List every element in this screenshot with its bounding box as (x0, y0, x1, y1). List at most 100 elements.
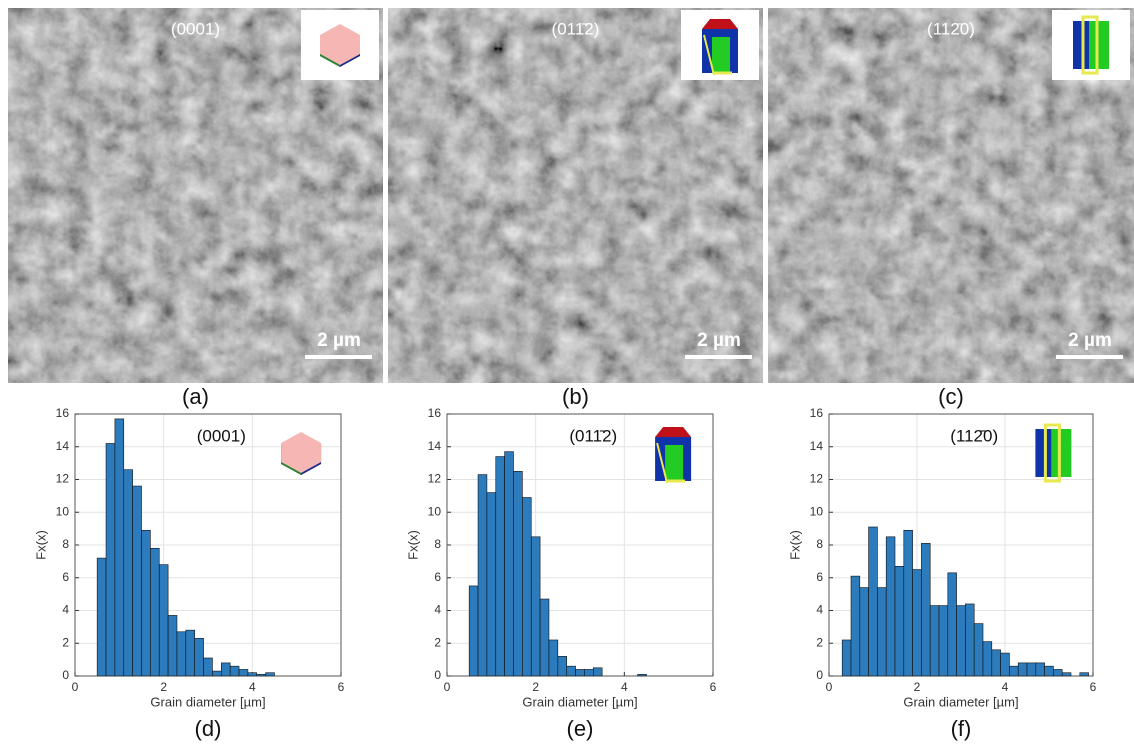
panel-label: (d) (195, 716, 222, 741)
y-tick-label: 2 (816, 635, 823, 649)
histogram-chart: 0 2 4 6 8 10 12 14 16 0 2 4 6 (112̄0) Grain diameter [… (787, 406, 1096, 741)
y-tick-label: 12 (428, 472, 442, 486)
x-tick-label: 4 (249, 680, 256, 694)
bar (203, 657, 213, 677)
bar (929, 605, 940, 677)
bar (96, 557, 107, 677)
bar (123, 469, 133, 677)
bar (1044, 665, 1054, 677)
bar (185, 629, 195, 677)
bar (841, 639, 852, 677)
histogram-chart: 0 2 4 6 8 10 12 14 16 0 2 4 6 (011̄2) Grain diameter [… (405, 406, 716, 741)
bar (1017, 662, 1028, 677)
scale-bar-label: 2 µm (1068, 330, 1112, 351)
bar (167, 615, 178, 677)
bar (903, 529, 913, 677)
bar (885, 536, 896, 677)
image-label: (0001) (171, 19, 220, 38)
x-tick-label: 0 (72, 680, 79, 694)
bar (1000, 652, 1010, 677)
crystal-icon (1071, 15, 1111, 75)
bar (486, 492, 497, 677)
x-axis-label: Grain diameter [µm] (903, 694, 1018, 709)
bar (584, 669, 594, 677)
y-tick-label: 6 (62, 570, 69, 584)
bar (114, 418, 125, 677)
crystal-icon (653, 425, 693, 485)
y-tick-label: 12 (56, 472, 70, 486)
bar (877, 587, 887, 677)
y-tick-label: 14 (428, 439, 442, 453)
x-tick-label: 4 (621, 680, 628, 694)
y-tick-label: 6 (434, 570, 441, 584)
axes-frame (828, 413, 1094, 677)
y-tick-label: 16 (56, 406, 70, 420)
panel-label: (b) (562, 384, 589, 409)
bar (495, 456, 505, 677)
bar (212, 670, 222, 677)
bar (991, 649, 1001, 677)
bar (868, 526, 878, 677)
y-tick-label: 16 (810, 406, 824, 420)
scale-bar-label: 2 µm (317, 330, 361, 351)
axes-frame (446, 413, 714, 677)
annotation: (0001) (197, 426, 246, 445)
panel-label: (a) (182, 384, 209, 409)
bar (938, 605, 949, 677)
y-tick-label: 4 (434, 603, 441, 617)
crystal-icon (1033, 423, 1073, 483)
x-tick-label: 6 (710, 680, 717, 694)
bar (1009, 665, 1019, 677)
y-tick-label: 0 (816, 668, 823, 682)
bar (513, 471, 523, 677)
x-tick-label: 2 (914, 680, 921, 694)
y-tick-label: 8 (62, 537, 69, 551)
bar (247, 672, 258, 677)
y-tick-label: 4 (816, 603, 823, 617)
y-tick-label: 14 (810, 439, 824, 453)
y-tick-label: 2 (62, 635, 69, 649)
y-tick-label: 2 (434, 635, 441, 649)
y-axis-label: Fx(x) (787, 530, 802, 560)
y-tick-label: 8 (434, 537, 441, 551)
scale-bar-label: 2 µm (697, 330, 741, 351)
y-tick-label: 14 (56, 439, 70, 453)
bar (522, 497, 532, 677)
bar (539, 598, 550, 677)
bar (141, 529, 151, 677)
x-tick-label: 0 (826, 680, 833, 694)
histograms: 0 2 4 6 8 10 12 14 16 0 2 4 6 (0001) Grain diameter [µ… (33, 406, 1096, 741)
annotation: (011̄2) (569, 426, 617, 445)
y-tick-label: 10 (56, 504, 70, 518)
bar (1026, 662, 1037, 677)
axes-frame (74, 413, 342, 677)
x-tick-label: 6 (1090, 680, 1097, 694)
bar (194, 638, 204, 677)
bar (947, 572, 957, 677)
bar (1061, 672, 1072, 677)
bar (176, 631, 187, 677)
bar (956, 605, 966, 677)
image-label: (011̄2) (552, 19, 600, 38)
x-tick-label: 0 (444, 680, 451, 694)
bar (965, 603, 975, 677)
bar (1079, 672, 1089, 677)
annotation: (112̄0) (950, 426, 998, 445)
bar (859, 587, 869, 677)
bar (557, 656, 567, 677)
bar (504, 451, 514, 677)
histogram-chart: 0 2 4 6 8 10 12 14 16 0 2 4 6 (0001) Grain diameter [µ… (33, 406, 344, 741)
bar (158, 564, 169, 677)
y-tick-label: 10 (810, 504, 824, 518)
bar (150, 547, 160, 677)
bar (566, 665, 576, 677)
bar (575, 669, 585, 677)
crystal-icon (700, 17, 740, 77)
bar (221, 662, 231, 677)
x-axis-label: Grain diameter [µm] (150, 694, 265, 709)
bar (850, 575, 861, 677)
sem-panels: (0001) 2 µm (a) (011̄2) 2 µm (b) (112̄0) 2 µm (c… (8, 8, 1134, 409)
x-tick-label: 4 (1002, 680, 1009, 694)
y-tick-label: 16 (428, 406, 442, 420)
